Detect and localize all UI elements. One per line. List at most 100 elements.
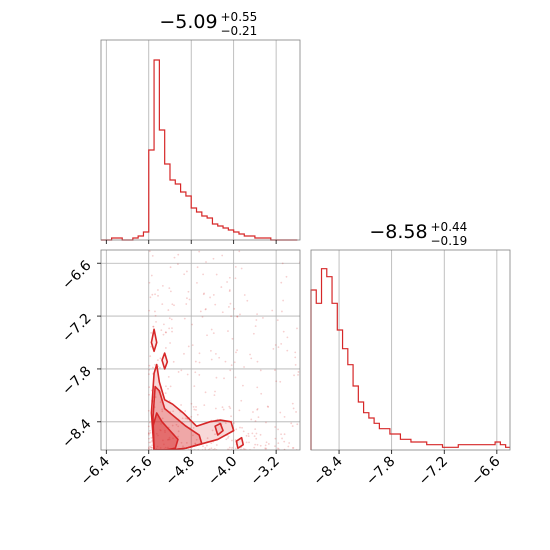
hist-x-bin-16 xyxy=(186,196,191,240)
scatter-point xyxy=(230,415,232,418)
scatter-point xyxy=(228,290,231,293)
scatter-point xyxy=(276,247,278,249)
hist-x-frame xyxy=(100,39,301,241)
scatter-point xyxy=(288,442,291,444)
scatter-point xyxy=(228,276,231,279)
scatter-point xyxy=(149,355,152,358)
scatter-y-axis-label-0: −6.6 xyxy=(59,257,94,292)
hist-y-bin-23 xyxy=(432,445,437,450)
scatter-point xyxy=(209,349,212,352)
hist-y-bin-16 xyxy=(395,434,400,450)
scatter-point xyxy=(291,447,294,449)
scatter-point xyxy=(267,406,270,408)
hist-x-bin-14 xyxy=(175,184,180,240)
contour-blob-4 xyxy=(161,352,169,370)
scatter-x-axis-label-0: −6.4 xyxy=(78,453,113,488)
scatter-point xyxy=(184,410,187,412)
scatter-point xyxy=(180,441,183,444)
scatter-point xyxy=(170,318,173,321)
scatter-point xyxy=(215,273,218,276)
scatter-point xyxy=(283,433,286,436)
scatter-point xyxy=(224,360,227,363)
scatter-point xyxy=(225,438,228,441)
scatter-point xyxy=(229,407,232,410)
scatter-point xyxy=(168,327,171,330)
scatter-point xyxy=(172,410,175,413)
hist-x-bin-10 xyxy=(154,60,159,240)
scatter-point xyxy=(277,447,279,450)
scatter-point xyxy=(206,334,208,337)
hist-y-title-plus: +0.44 xyxy=(431,220,468,234)
scatter-point xyxy=(161,303,164,306)
scatter-point xyxy=(227,435,230,438)
scatter-y-axis-label-1: −7.2 xyxy=(59,310,94,345)
contour-inner-2 xyxy=(152,412,179,450)
scatter-point xyxy=(190,415,193,418)
scatter-point xyxy=(214,352,217,355)
scatter-point xyxy=(243,366,245,368)
scatter-point xyxy=(240,267,243,270)
scatter-point xyxy=(255,432,258,435)
scatter-point xyxy=(196,266,199,269)
scatter-point xyxy=(246,299,249,302)
scatter-point xyxy=(198,374,201,376)
scatter-point xyxy=(277,428,279,431)
scatter-point xyxy=(283,415,286,418)
scatter-point xyxy=(254,325,257,328)
scatter-point xyxy=(295,411,297,413)
scatter-point xyxy=(236,315,239,318)
scatter-point xyxy=(264,447,267,450)
hist-y-bin-19 xyxy=(411,442,416,450)
scatter-point xyxy=(248,441,250,444)
scatter-point xyxy=(214,407,217,410)
scatter-point xyxy=(173,256,176,259)
scatter-point xyxy=(210,328,213,331)
scatter-point xyxy=(180,404,182,406)
scatter-point xyxy=(265,447,268,450)
histogram-y-panel: −8.4 −7.8 −7.2 −6.6 −8.58 +0.44−0.19 xyxy=(310,220,511,489)
scatter-point xyxy=(184,417,187,420)
scatter-point xyxy=(221,311,224,314)
scatter-point xyxy=(164,392,167,395)
scatter-point xyxy=(231,439,233,442)
contour-blob-5 xyxy=(214,422,224,436)
scatter-point xyxy=(186,373,189,376)
scatter-point xyxy=(202,445,204,448)
scatter-point xyxy=(150,440,153,442)
scatter-point xyxy=(187,290,190,293)
scatter-point xyxy=(277,448,280,450)
hist-y-bin-31 xyxy=(474,445,479,450)
hist-y-axis-label-1: −7.8 xyxy=(363,454,398,489)
scatter-point xyxy=(157,289,159,291)
scatter-point xyxy=(193,408,196,411)
scatter-point xyxy=(198,361,201,364)
scatter-point xyxy=(159,366,161,369)
scatter-point xyxy=(208,448,211,450)
scatter-point xyxy=(239,426,241,429)
scatter-point xyxy=(294,363,297,366)
scatter-point xyxy=(166,446,169,449)
hist-x-bin-11 xyxy=(159,130,164,240)
scatter-point xyxy=(169,342,172,344)
scatter-point xyxy=(168,317,171,320)
scatter-point xyxy=(149,296,152,299)
scatter-point xyxy=(185,441,188,444)
scatter-point xyxy=(245,434,248,437)
scatter-point xyxy=(171,303,174,306)
scatter-point xyxy=(265,441,268,444)
hist-x-bin-18 xyxy=(197,212,202,240)
scatter-point xyxy=(185,303,188,305)
scatter-point xyxy=(164,347,167,349)
scatter-point xyxy=(247,432,250,435)
scatter-point xyxy=(160,422,162,425)
hist-x-bin-24 xyxy=(228,230,233,240)
scatter-contour-panel: −6.4 −5.6 −4.8 −4.0 −3.2 −6.6 −7.2 −7.8 −8.4 xyxy=(59,247,301,489)
scatter-point xyxy=(149,431,152,434)
scatter-point xyxy=(161,410,164,413)
scatter-point xyxy=(234,265,237,268)
scatter-point xyxy=(245,441,248,444)
scatter-point xyxy=(256,408,259,410)
hist-y-bin-33 xyxy=(485,445,490,450)
scatter-point xyxy=(234,376,237,379)
scatter-point xyxy=(198,352,201,355)
